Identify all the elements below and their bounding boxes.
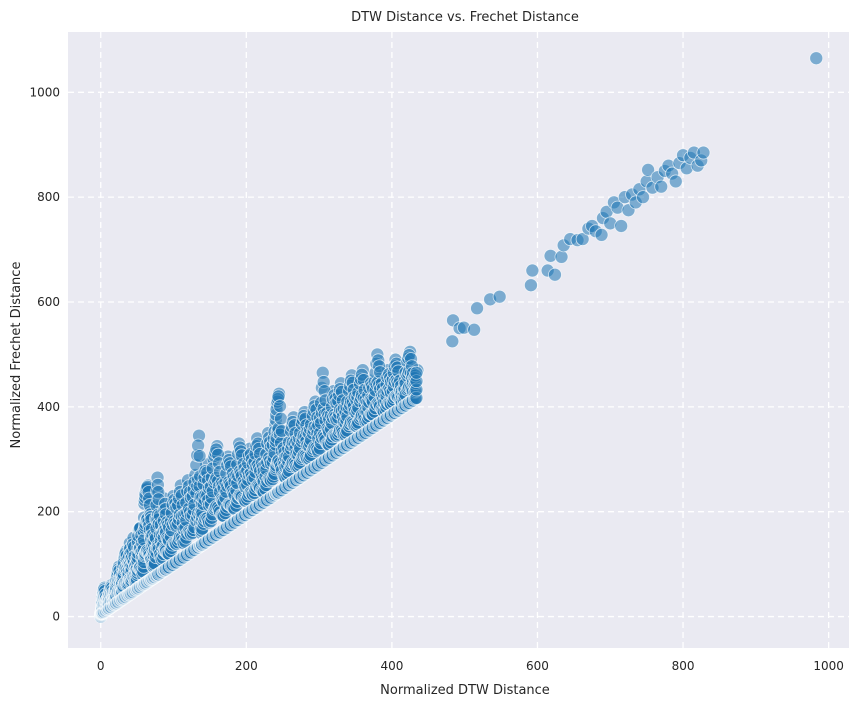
- chart-title: DTW Distance vs. Frechet Distance: [351, 10, 579, 25]
- scatter-point: [809, 51, 824, 66]
- x-axis-label: Normalized DTW Distance: [380, 683, 550, 698]
- scatter-point: [445, 334, 460, 349]
- x-tick-label: 1000: [813, 659, 844, 673]
- scatter-point: [548, 267, 562, 282]
- x-tick-label: 0: [97, 659, 105, 673]
- scatter-point: [192, 449, 207, 463]
- scatter-point: [696, 145, 711, 160]
- y-tick-label: 200: [37, 505, 60, 519]
- y-tick-label: 0: [52, 610, 60, 624]
- y-tick-label: 1000: [29, 85, 60, 99]
- scatter-point: [409, 365, 424, 380]
- scatter-point: [554, 250, 569, 264]
- scatter-point: [575, 232, 590, 246]
- scatter-point: [273, 399, 287, 414]
- scatter-point: [641, 162, 656, 177]
- scatter-point: [594, 227, 609, 242]
- scatter-point: [614, 219, 629, 233]
- scatter-point: [274, 411, 288, 426]
- y-tick-label: 600: [37, 295, 60, 309]
- y-tick-label: 400: [37, 400, 60, 414]
- x-tick-label: 200: [235, 659, 258, 673]
- x-axis-ticks: 0 200 400 600 800 1000: [97, 659, 844, 673]
- y-axis-label: Normalized Frechet Distance: [9, 262, 24, 449]
- grid-lines: [68, 32, 849, 648]
- x-tick-label: 400: [380, 659, 403, 673]
- scatter-point: [525, 263, 540, 278]
- x-tick-label: 800: [672, 659, 695, 673]
- scatter-point: [470, 301, 484, 316]
- scatter-point: [492, 289, 507, 304]
- x-tick-label: 600: [526, 659, 549, 673]
- y-axis-ticks: 0 200 400 600 800 1000: [29, 85, 60, 623]
- scatter-point: [467, 322, 482, 337]
- scatter-point: [654, 179, 669, 194]
- scatter-points: [93, 51, 824, 624]
- scatter-point: [636, 190, 650, 205]
- scatter-point: [524, 278, 538, 293]
- y-tick-label: 800: [37, 190, 60, 204]
- scatter-point: [668, 174, 683, 189]
